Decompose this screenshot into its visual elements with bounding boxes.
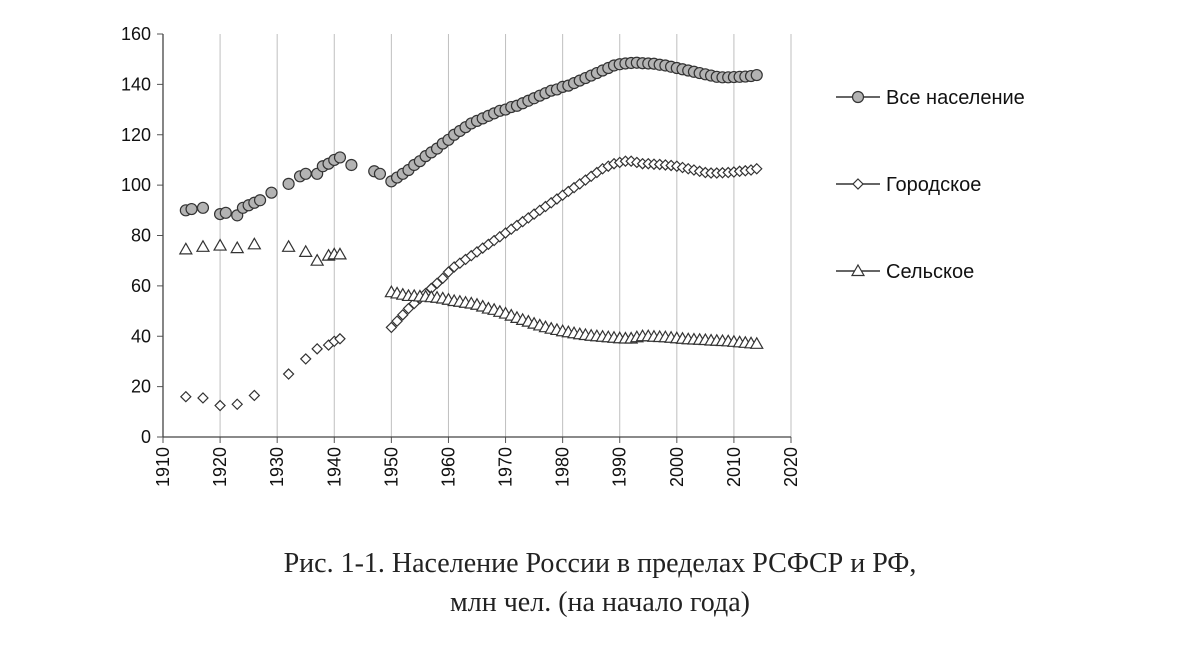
chart-grid bbox=[162, 34, 792, 437]
data-point bbox=[282, 368, 295, 380]
y-tick-label: 140 bbox=[121, 74, 151, 94]
y-tick-label: 120 bbox=[121, 125, 151, 145]
data-point bbox=[253, 194, 267, 207]
data-point bbox=[213, 238, 228, 251]
chart-series bbox=[178, 56, 764, 412]
data-point bbox=[214, 399, 226, 412]
data-point bbox=[178, 242, 193, 255]
legend-label: Все население bbox=[886, 87, 1025, 109]
x-tick-label: 2010 bbox=[724, 447, 744, 487]
x-tick-label: 2020 bbox=[781, 447, 801, 487]
x-tick-label: 1920 bbox=[210, 447, 230, 487]
x-tick-label: 1990 bbox=[610, 447, 630, 487]
y-tick-label: 60 bbox=[131, 276, 151, 296]
legend-item: Городское bbox=[836, 174, 981, 196]
data-point bbox=[231, 398, 244, 411]
chart-legend: Все население Городское Сельское bbox=[836, 87, 1025, 283]
legend-marker bbox=[850, 263, 866, 277]
data-point bbox=[311, 342, 323, 355]
legend-item: Все население bbox=[836, 87, 1025, 109]
data-point bbox=[195, 239, 210, 252]
figure-caption-line-1: Рис. 1-1. Население России в пределах РС… bbox=[283, 548, 917, 579]
x-tick-label: 1970 bbox=[496, 447, 516, 487]
data-point bbox=[248, 389, 261, 402]
y-tick-label: 0 bbox=[141, 427, 151, 447]
series-circle bbox=[179, 56, 763, 222]
x-tick-label: 2000 bbox=[667, 447, 687, 487]
y-tick-label: 20 bbox=[131, 377, 151, 397]
legend-marker bbox=[851, 90, 865, 104]
data-point bbox=[310, 253, 325, 266]
data-point bbox=[333, 151, 347, 164]
data-point bbox=[345, 158, 358, 172]
data-point bbox=[750, 68, 763, 82]
data-point bbox=[334, 332, 346, 345]
data-point bbox=[436, 272, 449, 285]
x-tick-label: 1980 bbox=[553, 447, 573, 487]
data-point bbox=[282, 177, 295, 190]
legend-marker bbox=[852, 178, 864, 190]
data-point bbox=[332, 247, 348, 260]
x-tick-label: 1910 bbox=[153, 447, 173, 487]
data-point bbox=[299, 353, 312, 365]
population-chart: 1910 1920 1930 1940 1950 1960 1970 1980 1990 2000… bbox=[121, 24, 1025, 487]
y-tick-label: 160 bbox=[121, 24, 151, 44]
data-point bbox=[750, 162, 763, 175]
y-tick-label: 80 bbox=[131, 226, 151, 246]
data-point bbox=[299, 167, 312, 180]
data-point bbox=[179, 390, 192, 403]
legend-label: Городское bbox=[886, 174, 981, 196]
legend-item: Сельское bbox=[836, 261, 974, 283]
data-point bbox=[219, 206, 232, 219]
chart-axes bbox=[157, 33, 792, 443]
data-point bbox=[396, 308, 409, 321]
x-tick-label: 1950 bbox=[381, 447, 401, 487]
x-tick-label: 1960 bbox=[438, 447, 458, 487]
x-tick-labels: 1910 1920 1930 1940 1950 1960 1970 1980 1990 2000… bbox=[153, 447, 801, 487]
data-point bbox=[196, 201, 210, 214]
y-tick-labels: 0 20 40 60 80 100 120 140 160 bbox=[121, 24, 151, 447]
y-tick-label: 100 bbox=[121, 175, 151, 195]
data-point bbox=[749, 336, 764, 349]
data-point bbox=[385, 321, 398, 334]
data-point bbox=[265, 186, 278, 199]
data-point bbox=[230, 240, 245, 254]
data-point bbox=[281, 239, 296, 252]
data-point bbox=[298, 244, 313, 257]
figure-caption-line-2: млн чел. (на начало года) bbox=[450, 587, 750, 618]
data-point bbox=[247, 237, 262, 250]
data-point bbox=[197, 392, 209, 404]
x-tick-label: 1940 bbox=[324, 447, 344, 487]
data-point bbox=[391, 315, 403, 327]
data-point bbox=[373, 167, 387, 180]
y-tick-label: 40 bbox=[131, 326, 151, 346]
series-triangle bbox=[178, 237, 764, 349]
x-tick-label: 1930 bbox=[267, 447, 287, 487]
data-point bbox=[185, 202, 198, 216]
legend-label: Сельское bbox=[886, 261, 974, 283]
